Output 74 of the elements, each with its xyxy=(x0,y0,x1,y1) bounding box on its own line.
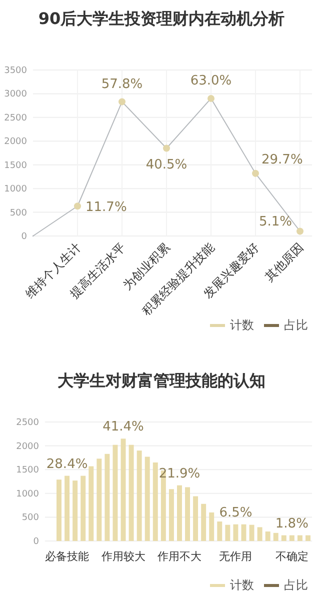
annotation: 1.8% xyxy=(275,516,308,532)
bar xyxy=(80,476,86,541)
y-tick-label: 0 xyxy=(33,537,40,547)
y-tick-label: 2500 xyxy=(16,418,40,428)
y-tick-label: 3500 xyxy=(4,66,28,76)
y-tick-label: 500 xyxy=(10,208,28,218)
annotation: 41.4% xyxy=(102,420,144,435)
bar xyxy=(281,535,286,541)
bar xyxy=(72,480,78,541)
y-tick-label: 500 xyxy=(22,513,40,524)
legend-label: 占比 xyxy=(284,318,308,332)
bar xyxy=(297,535,302,541)
bar xyxy=(176,485,182,541)
annotation: 28.4% xyxy=(46,456,88,472)
bar xyxy=(64,476,70,541)
y-tick-label: 2500 xyxy=(4,113,28,124)
legend-label: 占比 xyxy=(284,578,308,592)
bar xyxy=(305,535,310,541)
bar xyxy=(152,462,158,541)
bar xyxy=(233,524,238,541)
bar xyxy=(209,512,214,541)
bar xyxy=(120,438,126,541)
bar xyxy=(217,521,222,541)
x-tick-label: 作用不大 xyxy=(156,550,202,563)
chart-title: 大学生对财富管理技能的认知 xyxy=(58,371,266,390)
annotation: 40.5% xyxy=(146,157,188,172)
point xyxy=(208,94,214,102)
x-tick-label: 必备技能 xyxy=(45,550,90,563)
y-tick-label: 3000 xyxy=(4,90,28,100)
y-tick-label: 1000 xyxy=(4,184,28,195)
bar xyxy=(144,456,150,541)
bar xyxy=(273,532,278,541)
x-tick-label: 不确定 xyxy=(275,550,308,563)
annotation: 29.7% xyxy=(262,152,303,168)
point xyxy=(74,202,81,210)
bar xyxy=(168,489,174,541)
bar xyxy=(257,527,262,541)
point xyxy=(163,144,170,152)
annotation: 21.9% xyxy=(158,466,200,482)
legend-label: 计数 xyxy=(230,318,254,332)
point xyxy=(252,170,259,177)
bar xyxy=(56,480,62,541)
x-tick-label: 无作用 xyxy=(219,550,252,563)
bar xyxy=(112,444,118,541)
bar xyxy=(225,524,230,541)
y-tick-label: 1500 xyxy=(16,466,40,476)
y-tick-label: 0 xyxy=(21,232,28,242)
bar xyxy=(289,535,294,541)
bar xyxy=(201,504,206,541)
bar xyxy=(104,454,110,541)
bar xyxy=(249,524,254,541)
annotation: 6.5% xyxy=(219,505,252,520)
x-tick-label: 其他原因 xyxy=(262,240,306,284)
y-tick-label: 1000 xyxy=(16,489,40,500)
legend-label: 计数 xyxy=(230,578,254,592)
y-tick-label: 2000 xyxy=(16,442,40,452)
annotation: 5.1% xyxy=(258,214,292,230)
annotation: 11.7% xyxy=(86,200,127,216)
bar xyxy=(96,458,102,541)
bar xyxy=(241,524,246,541)
bar xyxy=(88,466,94,541)
annotation: 63.0% xyxy=(190,73,232,88)
point xyxy=(296,228,304,235)
bar xyxy=(265,531,270,541)
bar xyxy=(128,444,134,541)
annotation: 57.8% xyxy=(101,76,143,92)
bar xyxy=(136,450,142,541)
chart-title: 90后大学生投资理财内在动机分析 xyxy=(38,9,285,28)
y-tick-label: 2000 xyxy=(4,137,28,148)
x-tick-label: 作用较大 xyxy=(100,550,146,563)
bar xyxy=(185,487,190,541)
bar xyxy=(193,496,198,541)
point xyxy=(118,98,126,106)
y-tick-label: 1500 xyxy=(4,160,28,171)
